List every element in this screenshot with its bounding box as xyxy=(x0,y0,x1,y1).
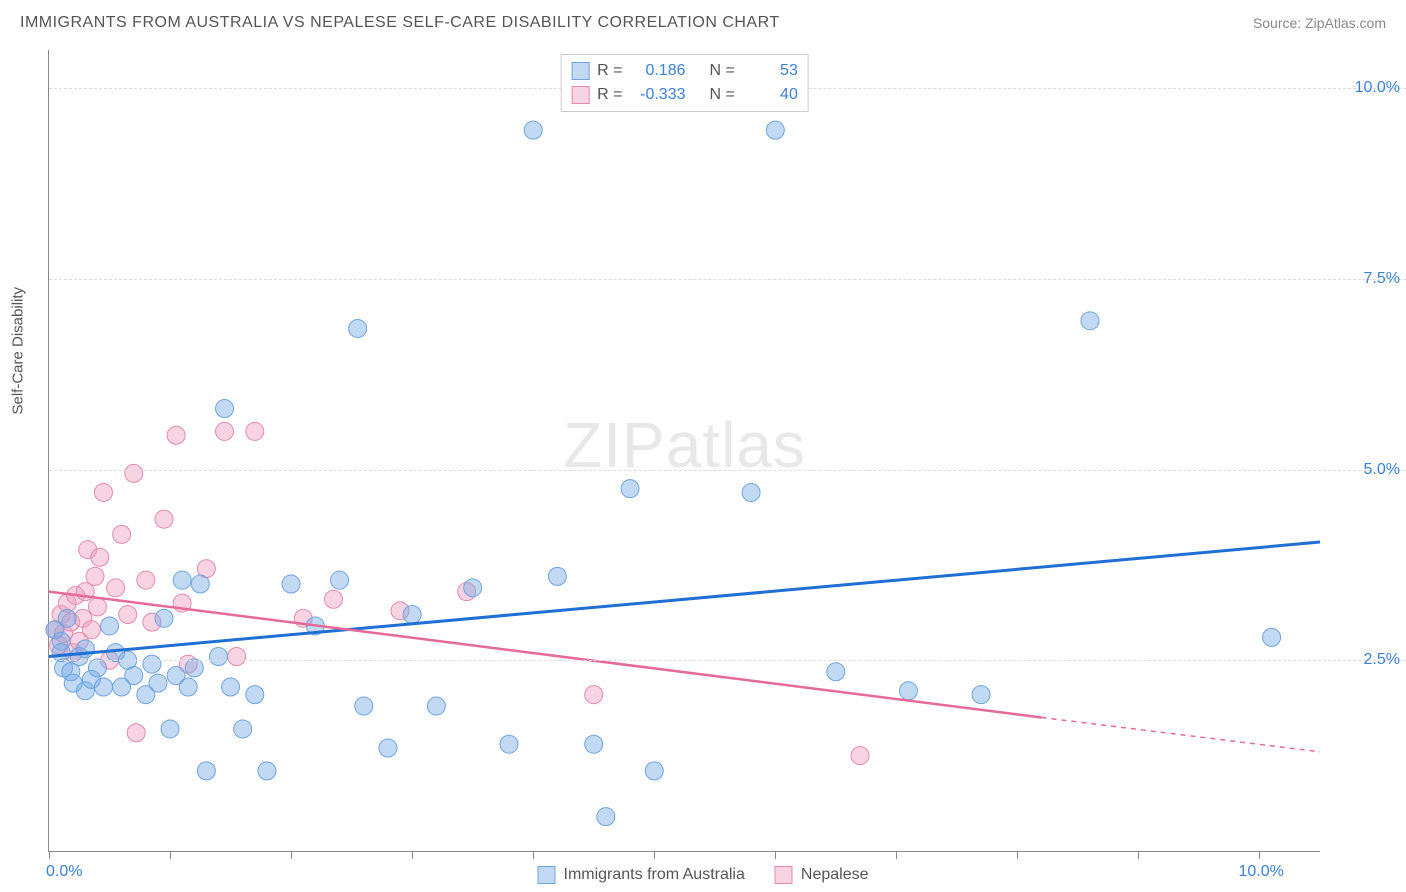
y-tick-label: 5.0% xyxy=(1364,461,1400,479)
swatch-blue xyxy=(571,62,589,80)
legend-label-pink: Nepalese xyxy=(801,866,869,884)
x-min-label: 0.0% xyxy=(46,863,82,881)
x-max-label: 10.0% xyxy=(1238,863,1283,881)
legend-item-pink: Nepalese xyxy=(775,866,869,884)
legend-item-blue: Immigrants from Australia xyxy=(538,866,745,884)
chart-title: IMMIGRANTS FROM AUSTRALIA VS NEPALESE SE… xyxy=(20,14,780,32)
stats-row-blue: R = 0.186 N = 53 xyxy=(571,59,798,83)
r-value-blue: 0.186 xyxy=(631,62,686,80)
y-tick-label: 10.0% xyxy=(1355,79,1400,97)
n-value-pink: 40 xyxy=(743,86,798,104)
scatter-plot-area: ZIPatlas R = 0.186 N = 53 R = -0.333 N =… xyxy=(48,50,1320,852)
plot-svg xyxy=(49,50,1320,851)
legend-swatch-blue xyxy=(538,866,556,884)
y-tick-label: 2.5% xyxy=(1364,651,1400,669)
swatch-pink xyxy=(571,86,589,104)
y-axis-label: Self-Care Disability xyxy=(10,287,27,415)
r-value-pink: -0.333 xyxy=(631,86,686,104)
source-attribution: Source: ZipAtlas.com xyxy=(1253,15,1386,31)
y-tick-label: 7.5% xyxy=(1364,270,1400,288)
series-legend: Immigrants from Australia Nepalese xyxy=(538,866,869,884)
correlation-stats-legend: R = 0.186 N = 53 R = -0.333 N = 40 xyxy=(560,54,809,112)
legend-label-blue: Immigrants from Australia xyxy=(564,866,745,884)
stats-row-pink: R = -0.333 N = 40 xyxy=(571,83,798,107)
legend-swatch-pink xyxy=(775,866,793,884)
n-value-blue: 53 xyxy=(743,62,798,80)
